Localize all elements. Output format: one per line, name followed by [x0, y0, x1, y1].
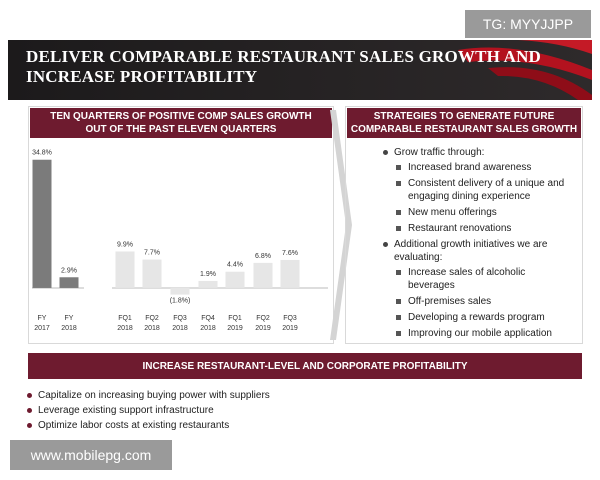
bullet: Leverage existing support infrastructure: [24, 403, 424, 418]
x-tick-label: FY: [38, 315, 47, 322]
data-label: 34.8%: [32, 150, 52, 157]
x-tick-label: FQ2: [145, 315, 159, 322]
strategy-detail: Off-premises sales: [380, 295, 570, 308]
title-line: STRATEGIES TO GENERATE FUTURE: [373, 111, 555, 122]
chart: 34.8% FY 2017 2.9% FY 2018 9.9% FQ1 2018 7.7% FQ2 2…: [32, 150, 328, 332]
x-tick-label: 2018: [172, 325, 188, 332]
bar: [280, 259, 300, 288]
x-tick-label: 2018: [144, 325, 160, 332]
bar: [142, 259, 162, 288]
title-line: INCREASE PROFITABILITY: [26, 67, 258, 86]
data-label: 9.9%: [117, 241, 133, 248]
watermark: www.mobilepg.com: [10, 440, 172, 470]
title-line: COMPARABLE RESTAURANT SALES GROWTH: [350, 124, 578, 135]
bar: [253, 262, 273, 288]
x-tick-label: 2018: [61, 325, 77, 332]
data-label: 7.6%: [282, 250, 298, 257]
data-label: 2.9%: [61, 267, 77, 274]
strategy-list: Grow traffic through: Increased brand awa…: [380, 146, 570, 343]
strategy: Additional growth initiatives we are eva…: [380, 238, 570, 264]
x-tick-label: FY: [65, 315, 74, 322]
data-label: 7.7%: [144, 250, 160, 257]
bar: [170, 287, 190, 295]
watermark: TG: MYYJJPP: [465, 10, 591, 38]
strategy: Grow traffic through:: [380, 146, 570, 159]
right-panel: [345, 106, 583, 344]
header: DELIVER COMPARABLE RESTAURANT SALES GROW…: [8, 40, 592, 100]
x-tick-label: FQ3: [173, 315, 187, 322]
data-label: 1.9%: [200, 271, 216, 278]
header-title: DELIVER COMPARABLE RESTAURANT SALES GROW…: [26, 47, 541, 87]
strategy-detail: Increase sales of alcoholic beverages: [380, 266, 570, 292]
title-line: DELIVER COMPARABLE RESTAURANT SALES GROW…: [26, 47, 542, 66]
title-line: OUT OF THE PAST ELEVEN QUARTERS: [85, 124, 277, 135]
x-tick-label: 2018: [200, 325, 216, 332]
swoosh: [458, 40, 592, 100]
bottom-list: Capitalize on increasing buying power wi…: [24, 388, 424, 433]
strategy-detail: Increased brand awareness: [380, 161, 570, 174]
left-panel: [28, 106, 334, 344]
strategy-detail: Developing a rewards program: [380, 311, 570, 324]
strategy-detail: Improving our mobile application: [380, 327, 570, 340]
x-tick-label: FQ1: [228, 315, 242, 322]
bottom-panel-title: INCREASE RESTAURANT-LEVEL AND CORPORATE …: [28, 353, 582, 379]
bar: [32, 159, 52, 288]
x-tick-label: FQ1: [118, 315, 132, 322]
x-tick-label: 2017: [34, 325, 50, 332]
title-line: TEN QUARTERS OF POSITIVE COMP SALES GROW…: [50, 111, 312, 122]
x-tick-label: FQ3: [283, 315, 297, 322]
x-tick-label: 2018: [117, 325, 133, 332]
x-tick-label: 2019: [227, 325, 243, 332]
bar: [225, 271, 245, 288]
bullet: Capitalize on increasing buying power wi…: [24, 388, 424, 403]
x-tick-label: FQ2: [256, 315, 270, 322]
x-tick-label: FQ4: [201, 315, 215, 322]
chevron: [330, 110, 352, 340]
bar: [115, 251, 135, 288]
bar: [198, 280, 218, 288]
strategy-detail: New menu offerings: [380, 206, 570, 219]
data-label: 4.4%: [227, 262, 243, 269]
right-panel-title: STRATEGIES TO GENERATE FUTURE COMPARABLE…: [347, 108, 581, 138]
left-panel-title: TEN QUARTERS OF POSITIVE COMP SALES GROW…: [30, 108, 332, 138]
strategy-detail: Restaurant renovations: [380, 222, 570, 235]
data-label: (1.8%): [170, 298, 191, 305]
x-tick-label: 2019: [255, 325, 271, 332]
x-tick-label: 2019: [282, 325, 298, 332]
data-label: 6.8%: [255, 253, 271, 260]
bullet: Optimize labor costs at existing restaur…: [24, 418, 424, 433]
strategy-detail: Consistent delivery of a unique and enga…: [380, 177, 570, 203]
title-line: INCREASE RESTAURANT-LEVEL AND CORPORATE …: [142, 360, 468, 372]
bar: [59, 277, 79, 288]
